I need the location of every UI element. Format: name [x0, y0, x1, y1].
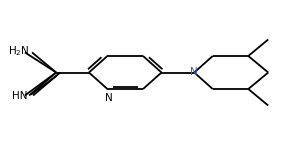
Text: H$_2$N: H$_2$N: [9, 44, 30, 58]
Text: N: N: [105, 93, 113, 103]
Text: HN: HN: [12, 91, 27, 101]
Text: N: N: [190, 67, 198, 77]
